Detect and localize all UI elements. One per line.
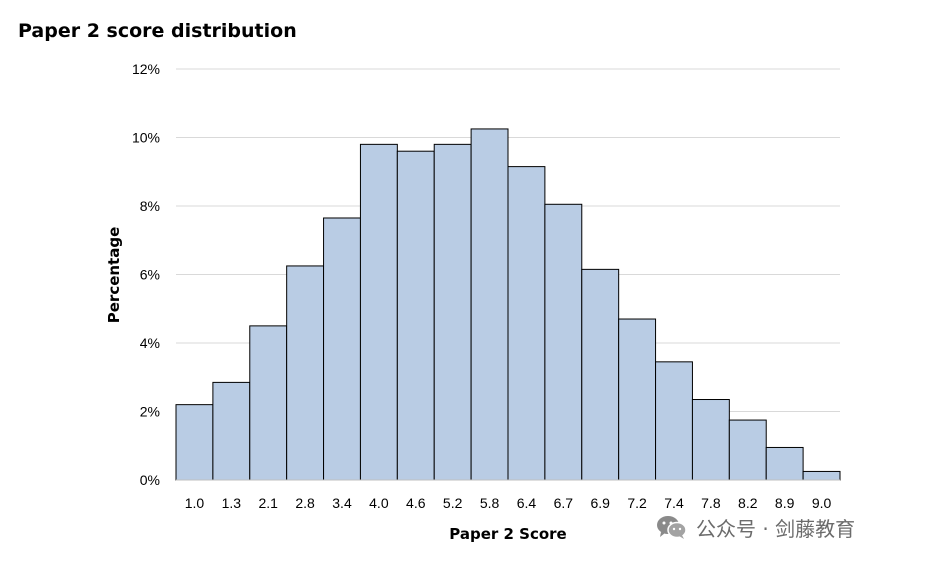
x-tick-label: 5.2 xyxy=(443,495,463,511)
bar xyxy=(581,268,620,481)
x-tick-label: 8.9 xyxy=(775,495,795,511)
bar xyxy=(175,404,214,481)
y-tick-label: 12% xyxy=(132,61,160,77)
y-tick-label: 0% xyxy=(140,472,160,488)
bar xyxy=(544,203,583,481)
x-axis-label: Paper 2 Score xyxy=(449,525,566,543)
x-tick-label: 6.4 xyxy=(517,495,537,511)
bar xyxy=(323,217,361,481)
bar xyxy=(212,381,251,481)
y-tick-label: 2% xyxy=(140,404,160,420)
y-axis-label: Percentage xyxy=(105,227,123,324)
x-tick-label: 7.8 xyxy=(701,495,721,511)
bar xyxy=(802,470,841,481)
y-tick-label: 4% xyxy=(140,335,160,351)
wechat-icon xyxy=(657,516,687,539)
x-tick-label: 4.6 xyxy=(406,495,426,511)
bar xyxy=(396,150,435,481)
bar xyxy=(433,143,472,481)
y-axis-ticks: 0% 2% 4% 6% 8% 10% 12% xyxy=(132,61,160,488)
bar xyxy=(618,318,657,481)
x-tick-label: 7.2 xyxy=(627,495,647,511)
x-tick-label: 8.2 xyxy=(738,495,758,511)
y-tick-label: 6% xyxy=(140,267,160,283)
x-tick-label: 7.4 xyxy=(664,495,684,511)
x-tick-label: 2.1 xyxy=(258,495,278,511)
x-tick-label: 6.9 xyxy=(590,495,610,511)
bar xyxy=(655,361,693,481)
x-axis-ticks: 1.0 1.3 2.1 2.8 3.4 4.0 4.6 5.2 5.8 6.4 6.7 6.9 7.2 7… xyxy=(185,495,832,511)
y-tick-label: 10% xyxy=(132,130,160,146)
bar xyxy=(691,399,730,481)
bar xyxy=(286,265,325,481)
watermark-text: 公众号 · 剑藤教育 xyxy=(696,516,856,541)
bar xyxy=(507,166,546,481)
x-tick-label: 4.0 xyxy=(369,495,389,511)
bar xyxy=(728,419,767,481)
x-tick-label: 3.4 xyxy=(332,495,352,511)
watermark: 公众号 · 剑藤教育 xyxy=(656,512,855,542)
bar xyxy=(249,325,288,481)
y-tick-label: 8% xyxy=(140,198,160,214)
bar xyxy=(359,143,398,481)
x-tick-label: 1.3 xyxy=(222,495,242,511)
bars xyxy=(175,128,841,481)
bar xyxy=(765,446,804,481)
x-tick-label: 5.8 xyxy=(480,495,500,511)
x-tick-label: 9.0 xyxy=(812,495,832,511)
x-tick-label: 6.7 xyxy=(554,495,574,511)
x-tick-label: 1.0 xyxy=(185,495,205,511)
bar xyxy=(470,128,509,481)
x-tick-label: 2.8 xyxy=(295,495,315,511)
chart-title: Paper 2 score distribution xyxy=(18,20,297,42)
